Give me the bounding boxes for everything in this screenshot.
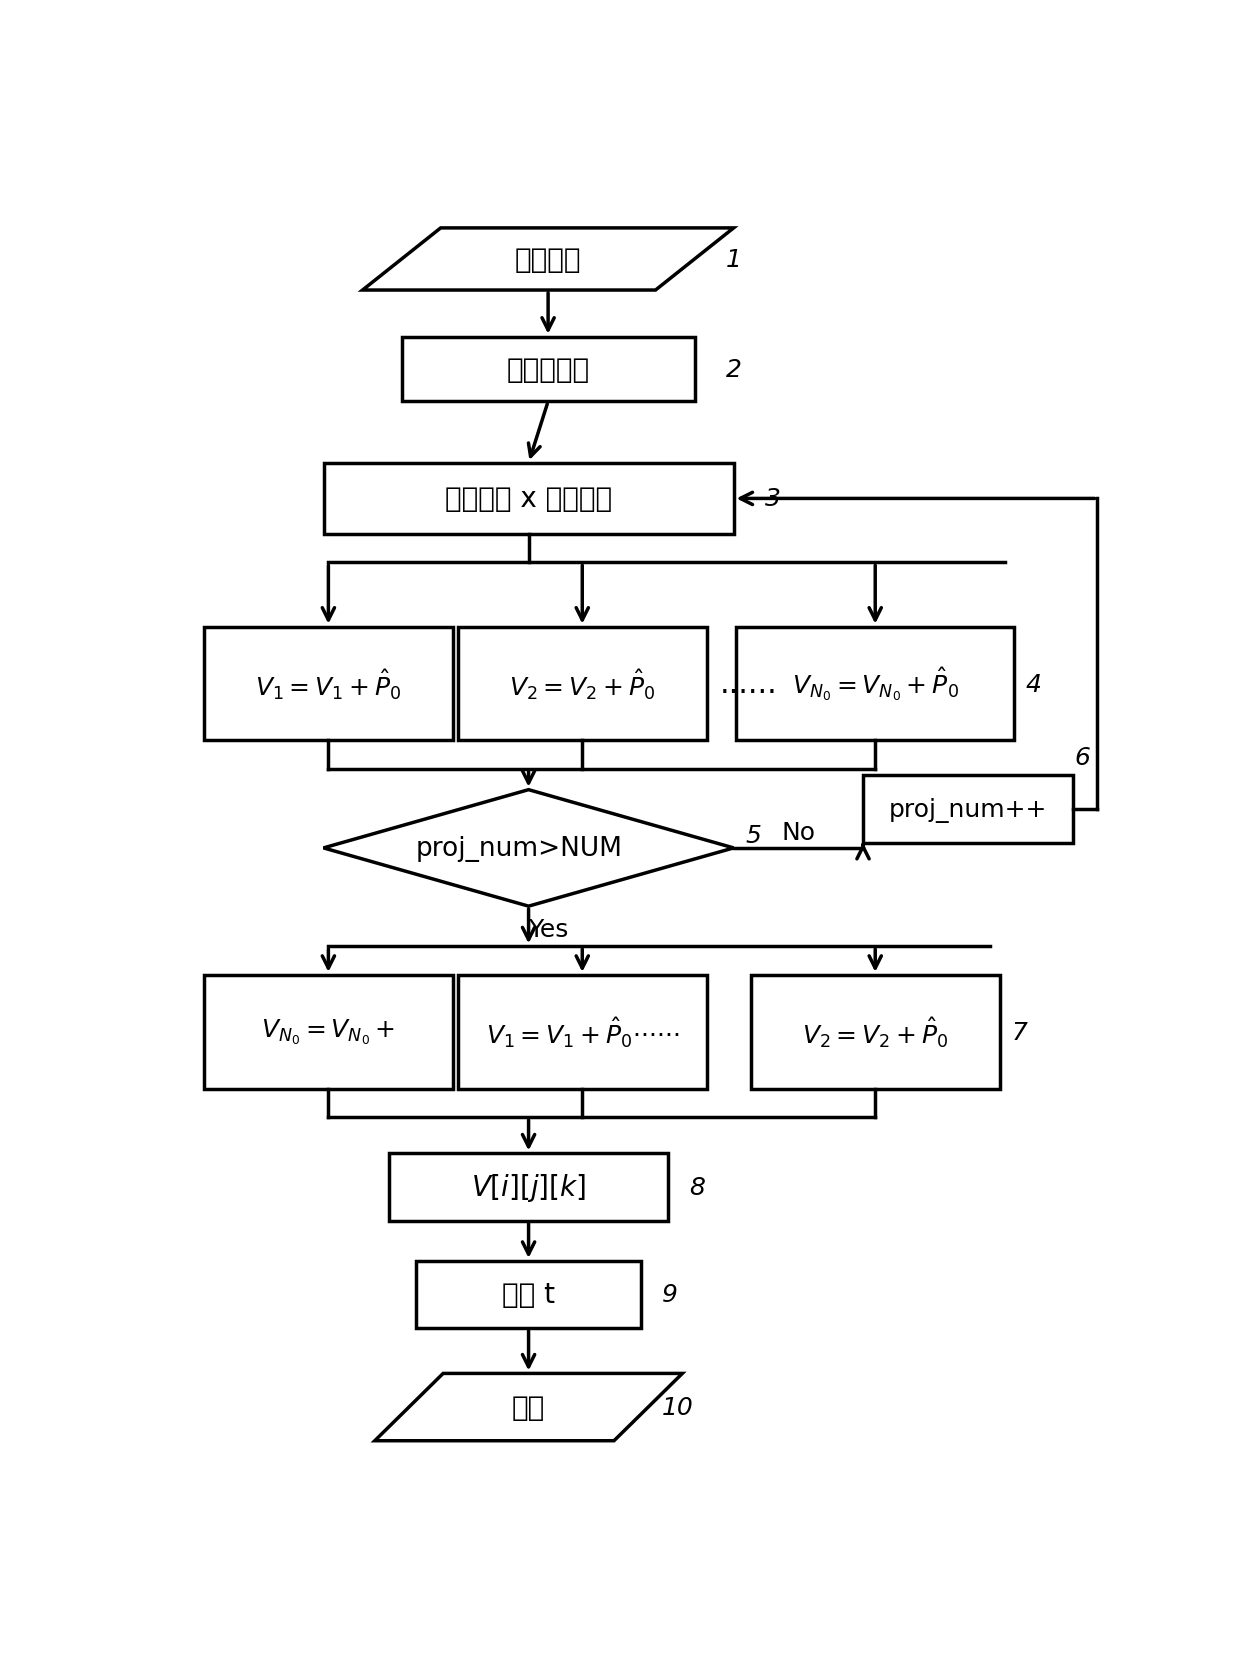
FancyBboxPatch shape [324,464,733,534]
Text: 7: 7 [1012,1020,1027,1043]
Text: 9: 9 [663,1284,678,1307]
Text: ......: ...... [719,670,777,699]
Text: $V_{N_0}=V_{N_0}+\hat{P}_0$: $V_{N_0}=V_{N_0}+\hat{P}_0$ [791,665,959,702]
Text: $V[i][j][k]$: $V[i][j][k]$ [471,1171,586,1203]
Text: $V_2=V_2+\hat{P}_0$: $V_2=V_2+\hat{P}_0$ [801,1015,949,1050]
Text: $V_1=V_1+\hat{P}_0$······: $V_1=V_1+\hat{P}_0$······ [485,1015,679,1050]
FancyBboxPatch shape [863,776,1074,843]
Text: 获取一幅 x 射线图像: 获取一幅 x 射线图像 [445,486,612,512]
Text: 图像序列: 图像序列 [515,245,581,274]
FancyBboxPatch shape [457,627,707,741]
Text: 2: 2 [726,358,742,381]
Text: $V_1=V_1+\hat{P}_0$: $V_1=V_1+\hat{P}_0$ [255,667,402,702]
Text: 4: 4 [1026,672,1042,696]
Text: 8: 8 [689,1176,704,1200]
Text: 1: 1 [726,249,742,272]
Text: 获取 t: 获取 t [501,1280,556,1309]
Text: 3: 3 [765,487,781,511]
Text: proj_num++: proj_num++ [888,796,1047,822]
Text: 5: 5 [745,823,761,847]
FancyBboxPatch shape [751,974,999,1089]
FancyBboxPatch shape [389,1154,668,1221]
Text: $V_2=V_2+\hat{P}_0$: $V_2=V_2+\hat{P}_0$ [509,667,655,702]
FancyBboxPatch shape [457,974,707,1089]
FancyBboxPatch shape [416,1262,641,1329]
Text: 设置计时器: 设置计时器 [507,356,590,383]
Text: proj_num>NUM: proj_num>NUM [416,835,622,862]
Polygon shape [363,228,733,291]
Text: 10: 10 [662,1396,693,1420]
Text: No: No [781,822,815,845]
Text: 6: 6 [1075,746,1091,769]
FancyBboxPatch shape [204,627,452,741]
FancyBboxPatch shape [204,974,452,1089]
Text: $V_{N_0}=V_{N_0}+$: $V_{N_0}=V_{N_0}+$ [261,1018,396,1047]
Text: Yes: Yes [528,917,568,942]
FancyBboxPatch shape [402,338,694,402]
Polygon shape [324,790,733,907]
Text: 输出: 输出 [512,1393,546,1421]
Polygon shape [374,1374,683,1441]
FancyBboxPatch shape [736,627,1014,741]
